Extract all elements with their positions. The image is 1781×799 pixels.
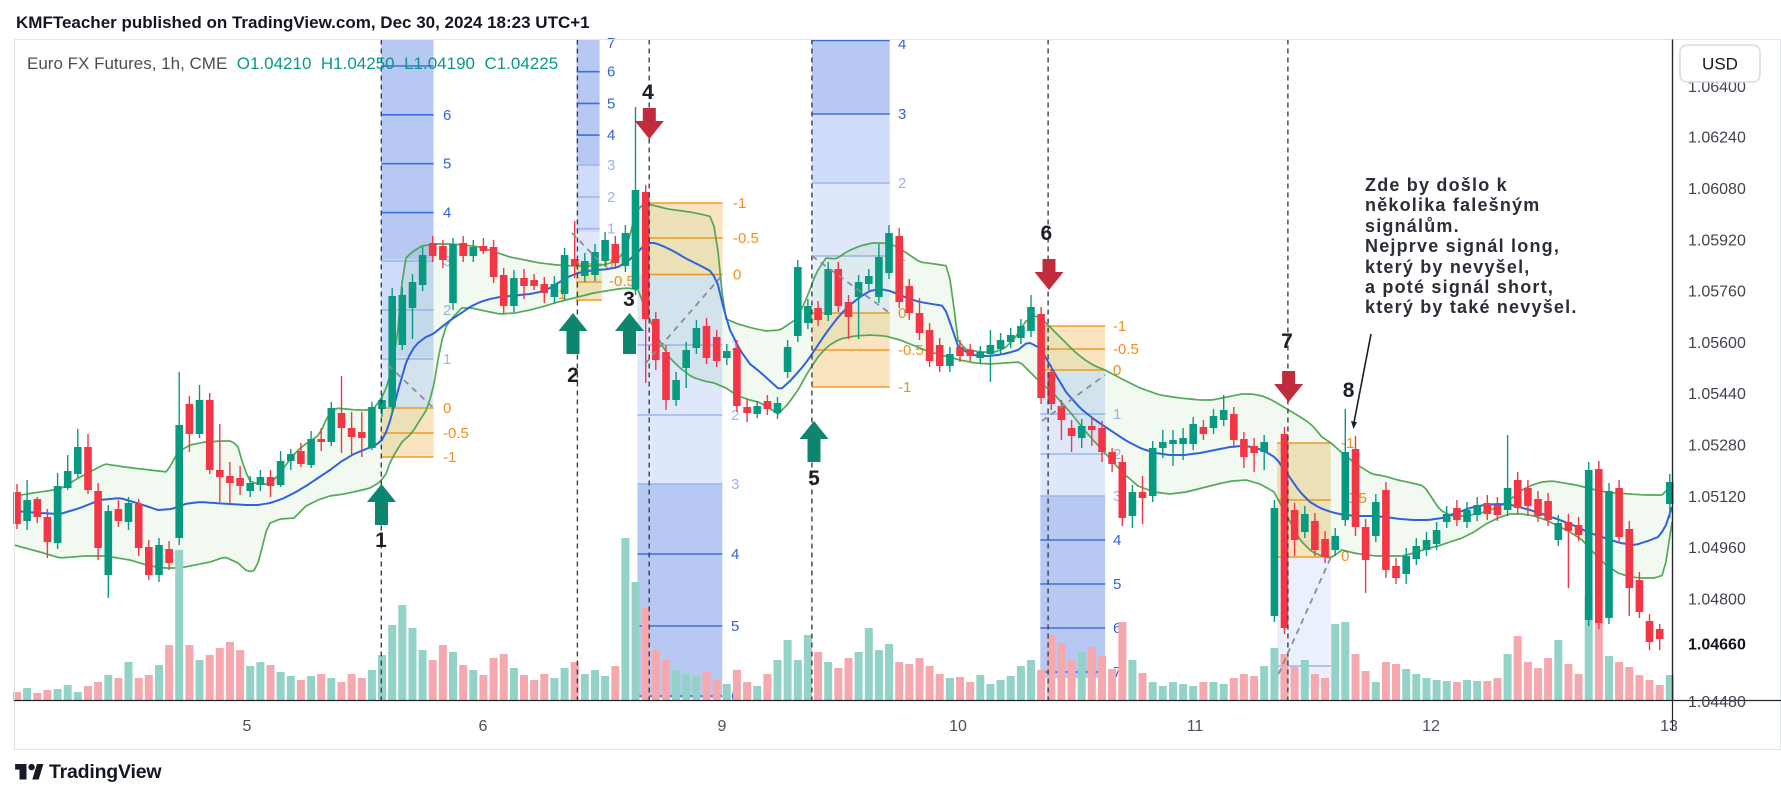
svg-text:6: 6 <box>479 718 488 735</box>
svg-text:0: 0 <box>733 267 741 284</box>
svg-text:1: 1 <box>443 351 451 368</box>
svg-text:-1: -1 <box>733 195 746 212</box>
svg-text:0: 0 <box>443 400 451 417</box>
svg-text:6: 6 <box>1113 620 1121 637</box>
svg-text:7: 7 <box>1281 330 1293 353</box>
svg-text:6: 6 <box>443 107 451 124</box>
svg-text:-1: -1 <box>1341 435 1354 452</box>
svg-text:-0.5: -0.5 <box>609 273 635 290</box>
svg-text:7: 7 <box>1113 664 1121 681</box>
svg-text:1.06240: 1.06240 <box>1688 130 1746 147</box>
svg-text:-0.5: -0.5 <box>733 230 759 247</box>
svg-text:5: 5 <box>607 95 615 112</box>
svg-text:5: 5 <box>243 718 252 735</box>
svg-text:4: 4 <box>898 36 906 53</box>
svg-text:3: 3 <box>898 106 906 123</box>
svg-text:1.04960: 1.04960 <box>1688 540 1746 557</box>
svg-text:5: 5 <box>731 618 739 635</box>
svg-text:1.05760: 1.05760 <box>1688 284 1746 301</box>
svg-text:5: 5 <box>1113 576 1121 593</box>
svg-text:1: 1 <box>1113 406 1121 423</box>
svg-text:5: 5 <box>808 467 820 490</box>
svg-text:12: 12 <box>1422 718 1440 735</box>
svg-text:1.04800: 1.04800 <box>1688 591 1746 608</box>
svg-text:-1: -1 <box>443 449 456 466</box>
svg-text:2: 2 <box>898 175 906 192</box>
svg-text:1: 1 <box>731 337 739 354</box>
svg-text:-1: -1 <box>898 379 911 396</box>
svg-text:3: 3 <box>623 288 635 311</box>
svg-text:3: 3 <box>731 476 739 493</box>
svg-text:11: 11 <box>1187 718 1204 735</box>
svg-text:4: 4 <box>607 127 615 144</box>
svg-text:3: 3 <box>443 253 451 270</box>
svg-text:1.05280: 1.05280 <box>1688 438 1746 455</box>
svg-text:-0.5: -0.5 <box>1113 341 1139 358</box>
svg-text:1.05920: 1.05920 <box>1688 232 1746 249</box>
svg-text:1: 1 <box>375 529 387 552</box>
svg-text:2: 2 <box>607 189 615 206</box>
svg-text:1.04480: 1.04480 <box>1688 694 1746 711</box>
svg-text:1.06400: 1.06400 <box>1688 79 1746 96</box>
svg-text:1.05600: 1.05600 <box>1688 335 1746 352</box>
svg-text:0: 0 <box>898 305 906 322</box>
svg-text:9: 9 <box>718 718 727 735</box>
svg-text:6: 6 <box>1041 222 1053 245</box>
svg-text:4: 4 <box>443 205 451 222</box>
svg-text:-0.5: -0.5 <box>443 425 469 442</box>
svg-text:4: 4 <box>1113 532 1121 549</box>
svg-text:7: 7 <box>607 35 615 52</box>
svg-text:1.06080: 1.06080 <box>1688 181 1746 198</box>
svg-text:3: 3 <box>607 157 615 174</box>
svg-text:1: 1 <box>607 221 615 238</box>
svg-text:2: 2 <box>443 302 451 319</box>
svg-text:13: 13 <box>1660 718 1678 735</box>
svg-text:4: 4 <box>731 546 739 563</box>
svg-text:2: 2 <box>731 407 739 424</box>
svg-text:-1: -1 <box>1113 318 1126 335</box>
svg-text:0: 0 <box>1113 362 1121 379</box>
svg-text:8: 8 <box>1343 379 1355 402</box>
svg-text:2: 2 <box>1113 446 1121 463</box>
svg-text:1.04660: 1.04660 <box>1688 636 1746 653</box>
svg-text:6: 6 <box>607 64 615 81</box>
svg-text:3: 3 <box>1113 488 1121 505</box>
svg-text:0: 0 <box>1341 548 1349 565</box>
svg-text:2: 2 <box>567 364 579 387</box>
svg-text:5: 5 <box>443 156 451 173</box>
svg-text:1.05120: 1.05120 <box>1688 489 1746 506</box>
svg-text:1.05440: 1.05440 <box>1688 386 1746 403</box>
svg-text:10: 10 <box>949 718 967 735</box>
svg-text:0: 0 <box>605 256 613 273</box>
svg-text:4: 4 <box>642 81 654 104</box>
svg-text:USD: USD <box>1702 55 1738 74</box>
